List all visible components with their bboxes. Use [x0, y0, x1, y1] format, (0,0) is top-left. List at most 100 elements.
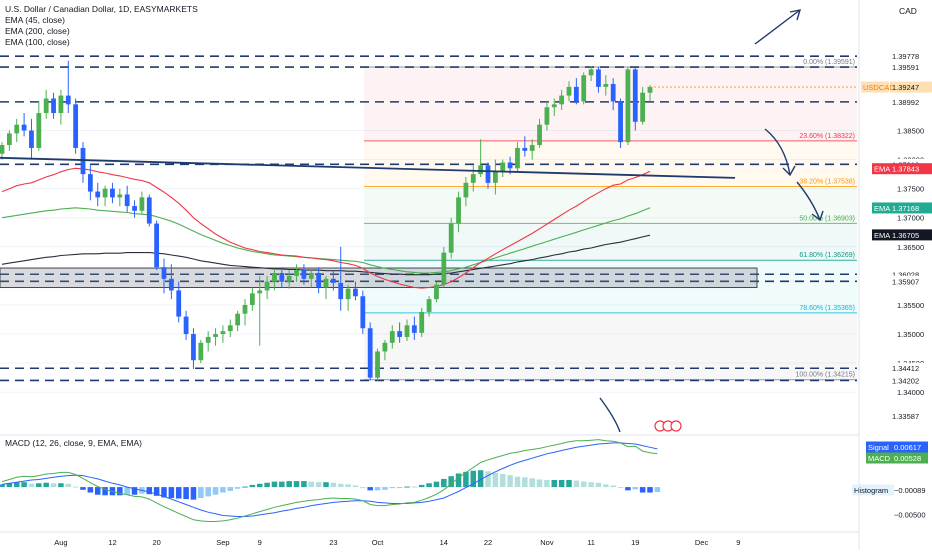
histogram-bar	[345, 484, 351, 488]
histogram-bar	[477, 470, 484, 488]
ema-badge-tag	[872, 229, 890, 241]
histogram-bar	[463, 471, 469, 488]
histogram-bar	[485, 471, 491, 488]
histogram-bar	[396, 487, 403, 489]
indicator-ema45[interactable]: EMA (45, close)	[5, 15, 65, 25]
candle-body	[117, 194, 123, 198]
price-badge-tag-text: USDCAD	[863, 83, 895, 92]
price-axis[interactable]: 1.385001.380001.375001.370001.365001.355…	[650, 0, 932, 550]
time-tick: 11	[587, 538, 595, 547]
support-resistance-levels[interactable]	[0, 55, 857, 382]
support-zone[interactable]	[0, 267, 758, 289]
histogram-bar	[654, 487, 661, 492]
indicator-ema200[interactable]: EMA (200, close)	[5, 26, 70, 36]
level-badge-value: 1.34412	[892, 364, 919, 373]
candle-body	[36, 113, 42, 148]
candle-body	[566, 86, 572, 96]
histogram-bar	[264, 482, 270, 488]
candle-body	[397, 331, 403, 337]
histogram-bar	[28, 483, 35, 488]
candle-body	[478, 165, 484, 175]
histogram-bar	[234, 487, 241, 489]
macd-tag-text: MACD	[868, 454, 891, 463]
candle-body	[308, 272, 314, 279]
histogram-bar	[242, 486, 248, 488]
histogram-bar	[492, 472, 499, 488]
histogram-bar	[639, 487, 646, 493]
histogram-bar	[43, 482, 49, 488]
histogram-bar	[212, 487, 219, 495]
level-badge-value: 1.33587	[892, 412, 919, 421]
price-tick: 1.35000	[897, 330, 924, 339]
level-badge-box	[890, 374, 932, 386]
fib-label: 50.00% (1.36903)	[799, 215, 855, 222]
histogram-bar	[588, 482, 594, 488]
fib-label: 23.60% (1.38322)	[799, 133, 855, 140]
histogram-bar	[87, 487, 94, 493]
histogram-bar	[205, 487, 211, 497]
fib-band	[364, 223, 857, 261]
histogram-bar	[198, 487, 204, 498]
indicator-ema100[interactable]: EMA (100, close)	[5, 37, 70, 47]
histogram-bar	[153, 487, 160, 496]
price-tick: 1.37500	[897, 185, 924, 194]
candle-body	[389, 331, 395, 343]
level-badge-box	[890, 275, 932, 287]
histogram-bar	[610, 485, 616, 488]
candle-body	[551, 104, 557, 108]
histogram-bar	[13, 482, 20, 488]
candle-body	[154, 223, 160, 268]
candle-body	[419, 311, 425, 333]
histogram-bar	[183, 487, 189, 500]
histogram-bar	[374, 487, 381, 491]
arrow-down-1-head	[782, 165, 796, 177]
macd-title[interactable]: MACD (12, 26, close, 9, EMA, EMA)	[5, 438, 142, 448]
histogram-bar	[426, 483, 432, 488]
histogram-bar	[566, 480, 572, 488]
histogram-value: −0.00089	[894, 486, 926, 495]
arrow-down-1	[764, 128, 791, 176]
currency-label: CAD	[899, 6, 917, 16]
candle-body	[448, 223, 454, 253]
candle-body	[316, 272, 322, 288]
candle-body	[463, 182, 469, 198]
candle-body	[632, 69, 638, 122]
ema-badge-box	[890, 202, 932, 214]
candle-body	[544, 107, 550, 125]
candle-body	[596, 69, 601, 87]
candle-body	[647, 86, 653, 93]
histogram-bar	[168, 487, 175, 498]
candle-body	[375, 351, 380, 378]
histogram-bar	[220, 487, 226, 493]
ema100-line	[1, 207, 651, 274]
candle-body	[367, 328, 373, 378]
histogram-bar	[323, 482, 329, 488]
histogram-bar	[227, 487, 234, 491]
time-tick: Sep	[216, 538, 229, 547]
time-tick: Aug	[54, 538, 67, 547]
fibonacci-retracement[interactable]: 0.00% (1.39591) 23.60% (1.38322) 38.20% (1…	[364, 59, 857, 381]
candle-body	[353, 288, 358, 297]
histogram-bar	[580, 481, 587, 488]
histogram-bar	[529, 478, 535, 488]
ema-badge-tag-text: EMA	[874, 204, 890, 213]
price-badge-tag	[861, 81, 889, 93]
annotations[interactable]	[0, 9, 824, 433]
candle-body	[29, 130, 34, 148]
chart-title: U.S. Dollar / Canadian Dollar, 1D, EASYM…	[5, 4, 198, 14]
histogram-bar	[595, 482, 602, 488]
candle-body	[522, 147, 528, 151]
ema-badge-value: 1.37843	[892, 165, 919, 174]
histogram-bar	[433, 481, 440, 488]
candle-body	[132, 206, 137, 211]
price-badge-box	[890, 81, 932, 93]
fib-label: 38.20% (1.37538)	[799, 178, 855, 185]
fib-label: 100.00% (1.34215)	[795, 372, 855, 379]
histogram-bar	[573, 480, 580, 488]
level-badge-value: 1.35907	[892, 277, 919, 286]
histogram-bar	[50, 483, 57, 488]
time-axis[interactable]: Aug 12 20 Sep 9 23 Oct 14 22 Nov 11 19 Dec 9	[0, 531, 859, 547]
candle-body	[492, 171, 498, 183]
